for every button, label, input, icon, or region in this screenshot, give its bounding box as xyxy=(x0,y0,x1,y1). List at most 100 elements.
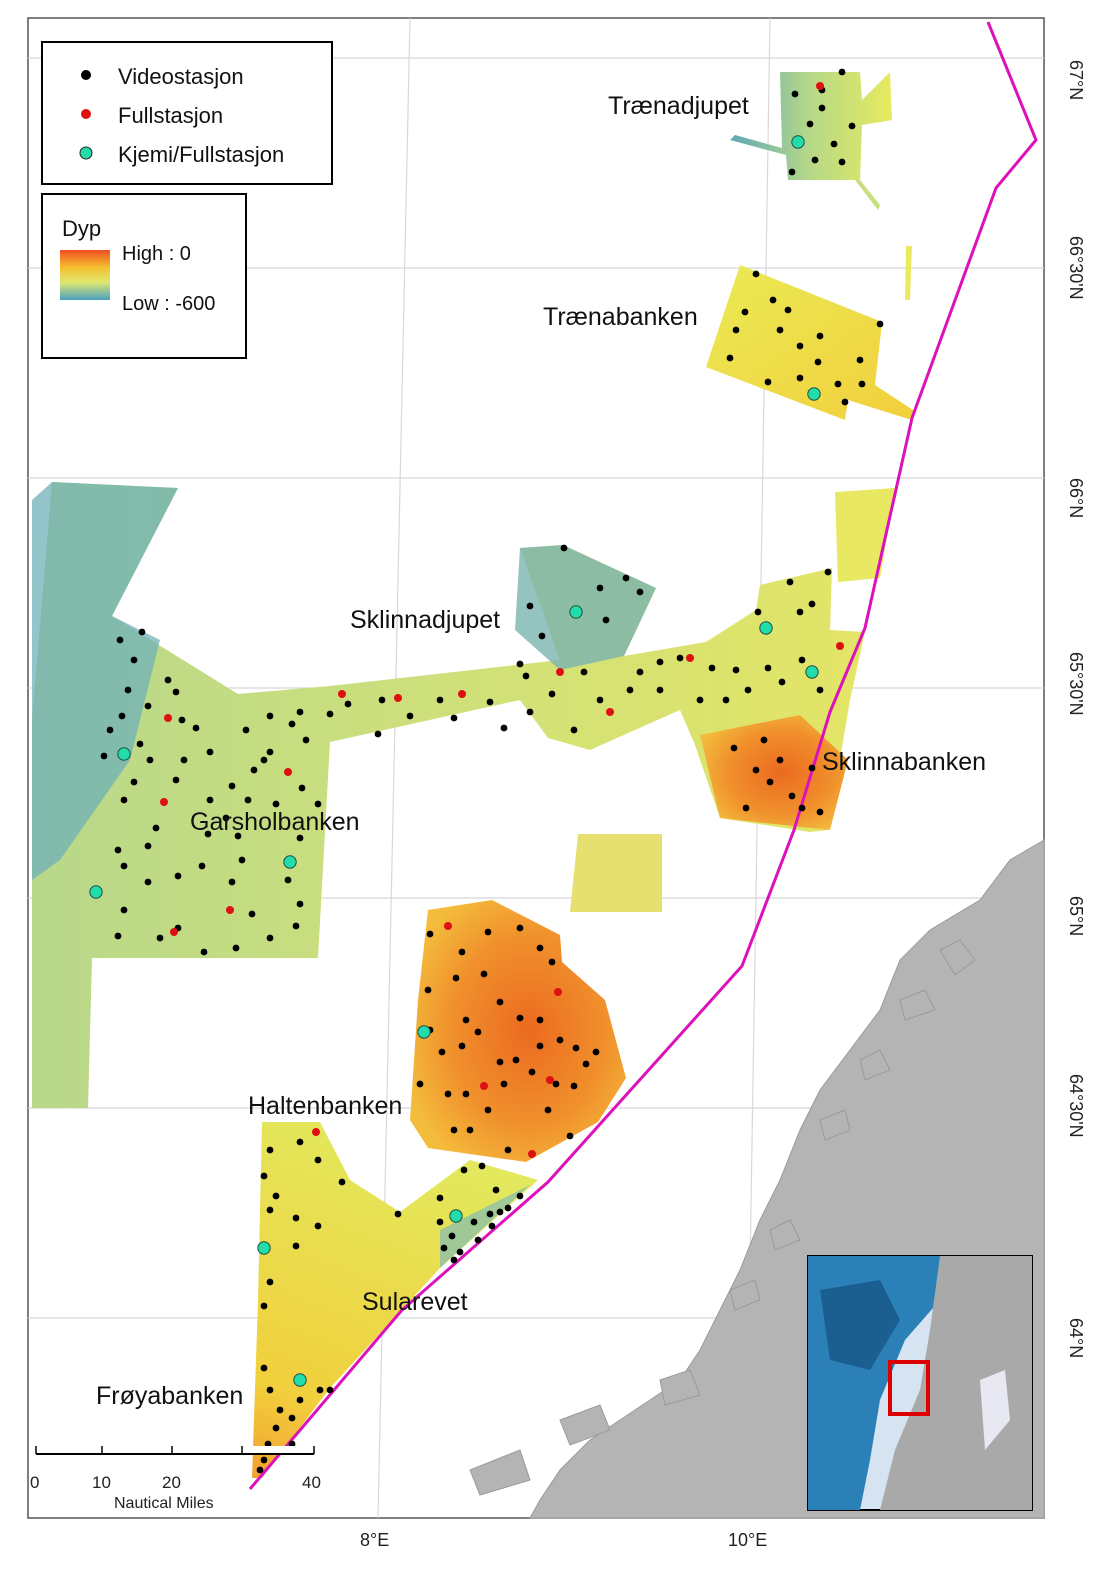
videostasjon-marker xyxy=(516,1192,524,1200)
videostasjon-marker xyxy=(144,702,152,710)
videostasjon-marker xyxy=(766,778,774,786)
lon-10e: 10°E xyxy=(728,1530,767,1550)
videostasjon-marker xyxy=(144,878,152,886)
videostasjon-marker xyxy=(796,374,804,382)
videostasjon-marker xyxy=(791,90,799,98)
videostasjon-marker xyxy=(288,1440,296,1448)
videostasjon-marker xyxy=(394,1210,402,1218)
videostasjon-marker xyxy=(764,378,772,386)
videostasjon-marker xyxy=(732,326,740,334)
videostasjon-marker xyxy=(284,876,292,884)
videostasjon-marker xyxy=(838,158,846,166)
videostasjon-marker xyxy=(106,726,114,734)
videostasjon-marker xyxy=(250,766,258,774)
videostasjon-marker xyxy=(232,944,240,952)
videostasjon-marker xyxy=(120,796,128,804)
videostasjon-marker xyxy=(496,1058,504,1066)
videostasjon-marker xyxy=(100,752,108,760)
videostasjon-marker xyxy=(288,720,296,728)
kjemi-fullstasjon-marker xyxy=(759,621,773,635)
videostasjon-marker xyxy=(266,1146,274,1154)
videostasjon-marker xyxy=(222,814,230,822)
videostasjon-marker xyxy=(816,332,824,340)
videostasjon-marker xyxy=(234,832,242,840)
lat-66: 66°N xyxy=(1066,478,1086,518)
lat-65-30: 65°30'N xyxy=(1066,652,1086,716)
fullstasjon-marker xyxy=(556,668,564,676)
videostasjon-marker xyxy=(146,756,154,764)
videostasjon-marker xyxy=(314,1222,322,1230)
videostasjon-marker xyxy=(326,1386,334,1394)
videostasjon-marker xyxy=(204,830,212,838)
videostasjon-marker xyxy=(264,1440,272,1448)
videostasjon-marker xyxy=(741,308,749,316)
videostasjon-marker xyxy=(292,1242,300,1250)
fullstasjon-marker xyxy=(226,906,234,914)
inset-frame xyxy=(888,1360,930,1416)
lat-64: 64°N xyxy=(1066,1318,1086,1358)
depth-legend: Dyp High : 0 Low : -600 xyxy=(41,193,247,359)
stations xyxy=(89,68,884,1474)
videostasjon-marker xyxy=(760,736,768,744)
videostasjon-marker xyxy=(238,856,246,864)
videostasjon-marker xyxy=(116,636,124,644)
scale-tick-10: 10 xyxy=(92,1473,111,1492)
videostasjon-marker xyxy=(526,602,534,610)
videostasjon-marker xyxy=(296,834,304,842)
kjemi-fullstasjon-marker xyxy=(805,665,819,679)
fullstasjon-marker xyxy=(686,654,694,662)
videostasjon-marker xyxy=(450,1126,458,1134)
videostasjon-marker xyxy=(180,756,188,764)
legend-videostasjon: Videostasjon xyxy=(118,64,244,89)
videostasjon-marker xyxy=(786,578,794,586)
videostasjon-marker xyxy=(834,380,842,388)
videostasjon-marker xyxy=(556,1036,564,1044)
videostasjon-marker xyxy=(818,104,826,112)
lat-66-30: 66°30'N xyxy=(1066,236,1086,300)
videostasjon-marker xyxy=(742,804,750,812)
label-sklinnabanken: Sklinnabanken xyxy=(822,748,986,776)
videostasjon-marker xyxy=(314,1156,322,1164)
kjemi-fullstasjon-marker xyxy=(117,747,131,761)
depth-color-ramp xyxy=(60,250,110,300)
videostasjon-marker xyxy=(496,1208,504,1216)
videostasjon-marker xyxy=(302,736,310,744)
videostasjon-marker xyxy=(536,944,544,952)
kjemi-fullstasjon-marker xyxy=(257,1241,271,1255)
scale-unit: Nautical Miles xyxy=(114,1495,214,1512)
videostasjon-marker xyxy=(848,122,856,130)
videostasjon-marker xyxy=(124,686,132,694)
videostasjon-marker xyxy=(144,842,152,850)
videostasjon-marker xyxy=(811,156,819,164)
videostasjon-marker xyxy=(636,668,644,676)
label-haltenbanken: Haltenbanken xyxy=(248,1092,402,1120)
videostasjon-marker xyxy=(764,664,772,672)
videostasjon-marker xyxy=(326,710,334,718)
videostasjon-marker xyxy=(172,688,180,696)
videostasjon-marker xyxy=(838,68,846,76)
videostasjon-marker xyxy=(338,1178,346,1186)
videostasjon-marker xyxy=(478,1162,486,1170)
videostasjon-marker xyxy=(516,924,524,932)
videostasjon-marker xyxy=(456,1248,464,1256)
videostasjon-marker xyxy=(816,686,824,694)
fullstasjon-marker xyxy=(170,928,178,936)
videostasjon-marker xyxy=(814,358,822,366)
label-traenabanken: Trænabanken xyxy=(543,303,698,331)
videostasjon-marker xyxy=(492,1186,500,1194)
kjemi-fullstasjon-marker xyxy=(89,885,103,899)
videostasjon-marker xyxy=(752,766,760,774)
fullstasjon-marker xyxy=(836,642,844,650)
videostasjon-marker xyxy=(272,1192,280,1200)
fullstasjon-marker xyxy=(164,714,172,722)
videostasjon-marker xyxy=(776,756,784,764)
videostasjon-marker xyxy=(174,872,182,880)
videostasjon-marker xyxy=(522,672,530,680)
videostasjon-marker xyxy=(552,1080,560,1088)
videostasjon-marker xyxy=(296,1396,304,1404)
videostasjon-marker xyxy=(206,748,214,756)
videostasjon-marker xyxy=(118,712,126,720)
scale-tick-20: 20 xyxy=(162,1473,181,1492)
videostasjon-marker xyxy=(696,696,704,704)
